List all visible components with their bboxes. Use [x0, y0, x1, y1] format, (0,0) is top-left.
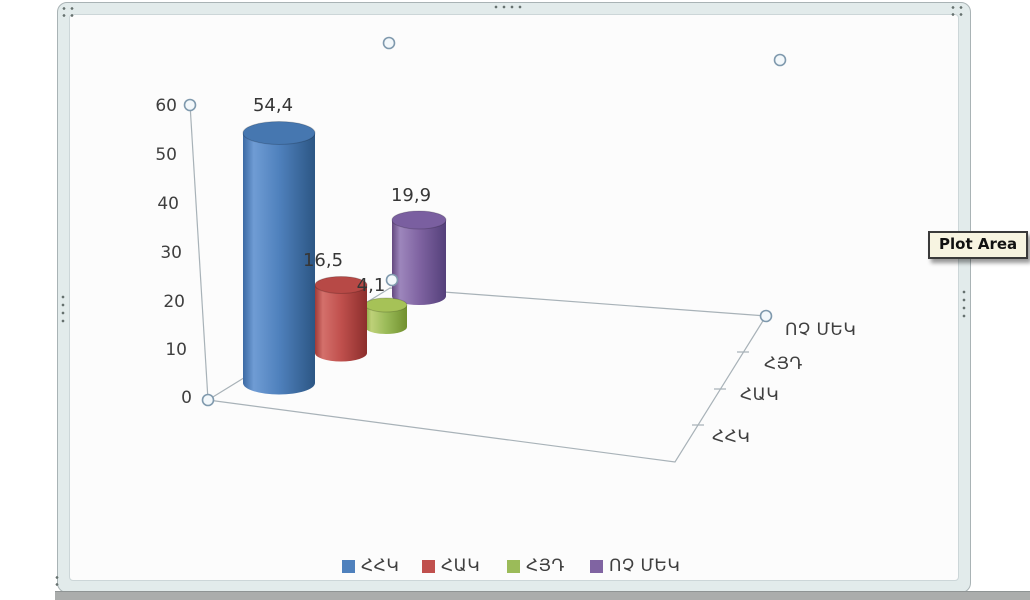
depth-axis-ticks	[692, 351, 749, 426]
depth-axis-label-hyd[interactable]: ՀՅԴ	[764, 354, 803, 374]
legend-label: ՀՅԴ	[526, 556, 565, 576]
value-axis-tick-60[interactable]: 60	[155, 96, 177, 116]
data-label-hyd[interactable]: 4,1	[356, 275, 386, 296]
resize-grip-right-middle[interactable]	[962, 288, 966, 319]
value-axis-tick-30[interactable]: 30	[160, 243, 182, 263]
value-axis-tick-0[interactable]: 0	[181, 388, 192, 408]
depth-axis-label-hhk[interactable]: ՀՀԿ	[712, 427, 751, 447]
selection-handle[interactable]	[382, 36, 396, 50]
legend-swatch-icon	[590, 559, 603, 573]
value-axis-tick-50[interactable]: 50	[155, 145, 177, 165]
value-axis-tick-40[interactable]: 40	[157, 194, 179, 214]
series-cylinder-hyd[interactable]	[364, 297, 408, 334]
resize-grip-top-left[interactable]	[60, 5, 76, 20]
resize-grip-top-right[interactable]	[949, 4, 965, 19]
legend-swatch-icon	[342, 559, 355, 573]
value-axis-tick-20[interactable]: 20	[163, 292, 185, 312]
selection-handle[interactable]	[385, 273, 399, 287]
resize-grip-bottom-left[interactable]	[55, 574, 59, 589]
data-label-voch-mek[interactable]: 19,9	[390, 185, 432, 206]
value-axis-tick-10[interactable]: 10	[165, 340, 187, 360]
series-cylinder-hak[interactable]	[314, 276, 368, 362]
value-axis-line[interactable]	[189, 103, 209, 401]
selection-handle[interactable]	[773, 53, 787, 67]
data-label-hhk[interactable]: 54,4	[252, 95, 294, 116]
legend-item-voch-mek[interactable]: ՈՉ ՄԵԿ	[590, 555, 680, 577]
selection-handle[interactable]	[201, 393, 215, 407]
data-label-hak[interactable]: 16,5	[302, 250, 344, 271]
legend-item-hak[interactable]: ՀԱԿ	[422, 555, 480, 577]
resize-grip-top-center[interactable]	[492, 5, 523, 9]
resize-grip-left-middle[interactable]	[61, 293, 65, 324]
series-cylinder-hhk[interactable]	[242, 121, 316, 395]
legend-swatch-icon	[422, 559, 435, 573]
legend-label: ՀՀԿ	[361, 556, 400, 576]
depth-axis-label-voch-mek[interactable]: ՈՉ ՄԵԿ	[785, 320, 857, 340]
depth-axis-label-hak[interactable]: ՀԱԿ	[740, 385, 780, 405]
floor-front-edge-and-depth-axis[interactable]	[207, 315, 767, 463]
selection-handles	[183, 36, 787, 407]
series-cylinder-voch-mek[interactable]	[391, 210, 447, 305]
selection-handle[interactable]	[183, 98, 197, 112]
legend-label: ՀԱԿ	[441, 556, 481, 576]
legend-item-hyd[interactable]: ՀՅԴ	[507, 555, 565, 577]
legend-label: ՈՉ ՄԵԿ	[609, 556, 681, 576]
plot-area-tooltip: Plot Area	[928, 231, 1029, 259]
legend-item-hhk[interactable]: ՀՀԿ	[342, 555, 399, 577]
legend-swatch-icon	[507, 559, 520, 573]
selection-handle[interactable]	[759, 309, 773, 323]
window-bottom-edge	[55, 591, 1030, 600]
